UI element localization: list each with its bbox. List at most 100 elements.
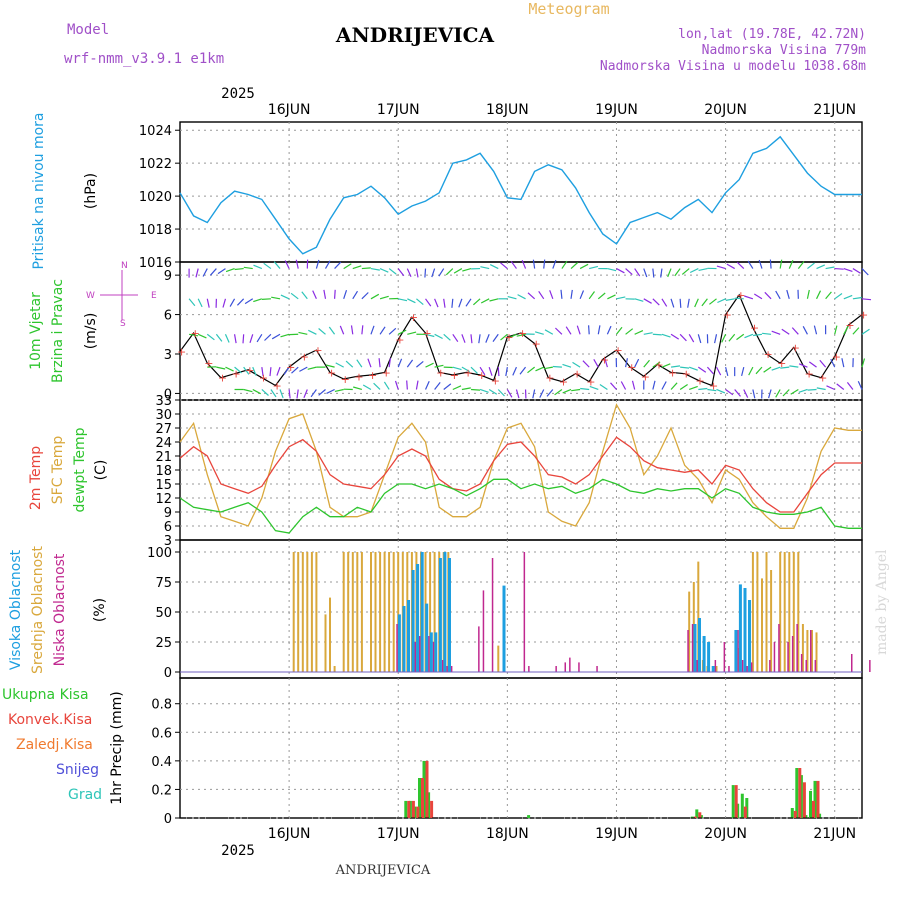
wind-barb-3 — [188, 298, 196, 307]
precip-bar-1-12 — [802, 782, 806, 818]
cloud-bar-2-34 — [800, 654, 803, 672]
cloud-bar-2-26 — [746, 666, 748, 672]
wind-barb-133 — [425, 298, 432, 307]
wind-marker-47: + — [818, 372, 827, 385]
wind-barb-318 — [753, 293, 763, 300]
ytick-label-4-0: 0 — [164, 812, 172, 827]
wind-barb-322 — [762, 332, 772, 335]
wind-marker-12: + — [341, 373, 350, 386]
cloud-bar-1-9 — [342, 552, 345, 672]
wind-barb-137 — [434, 333, 443, 340]
wind-barb-35 — [252, 388, 261, 395]
wind-barb-106 — [378, 358, 381, 368]
wind-barb-180 — [515, 389, 520, 399]
wind-barb-355 — [826, 385, 835, 391]
wind-legend-w: W — [86, 291, 95, 301]
wind-barb-189 — [521, 259, 527, 269]
wind-marker-49: + — [845, 319, 854, 332]
wind-barb-342 — [802, 326, 808, 335]
wind-barb-358 — [834, 293, 843, 300]
cloud-bar-0-17 — [711, 666, 715, 672]
wind-barb-262 — [661, 333, 671, 338]
wind-barb-220 — [580, 387, 590, 391]
wind-barb-201 — [543, 366, 553, 370]
wind-barb-60 — [296, 389, 299, 399]
wind-barb-259 — [652, 268, 655, 278]
wind-marker-14: + — [368, 369, 377, 382]
cloud-bar-2-38 — [851, 654, 853, 672]
wind-barb-187 — [516, 333, 526, 337]
ytick-label-1-3: 9 — [164, 269, 172, 284]
precip-bar-1-1 — [411, 800, 415, 818]
wind-marker-9: + — [300, 351, 309, 364]
wind-barb-100 — [362, 384, 372, 391]
wind-barb-219 — [579, 263, 589, 270]
ytick-label-0-4: 1024 — [139, 124, 172, 139]
precip-unit: 1hr Precip (mm) — [109, 691, 125, 804]
temp-2m-line — [179, 436, 862, 513]
wind-barb-324 — [769, 259, 772, 269]
ytick-label-2-3: 12 — [155, 492, 172, 507]
cloud-bar-2-13 — [555, 666, 557, 672]
wind-barb-1 — [189, 363, 197, 368]
wind-barb-354 — [825, 266, 835, 270]
wind-marker-17: + — [409, 311, 418, 324]
wind-barb-93 — [352, 290, 359, 300]
precip-bar-0-3 — [418, 778, 421, 818]
wind-barb-312 — [744, 333, 754, 339]
wind-barb-157 — [470, 334, 473, 344]
wind-barb-308 — [734, 297, 744, 300]
wind-barb-265 — [670, 382, 678, 390]
wind-barb-239 — [616, 268, 625, 274]
wind-barb-215 — [571, 388, 581, 392]
wind-barb-326 — [771, 366, 781, 371]
ytick-label-4-3: 0.6 — [151, 726, 172, 741]
wind-barb-177 — [500, 333, 508, 341]
cloud-bar-1-19 — [392, 552, 395, 672]
wind-marker-31: + — [600, 353, 609, 366]
wind-barb-176 — [505, 367, 508, 377]
top-day-label-5: 21JUN — [813, 102, 856, 118]
wind-barb-160 — [479, 388, 489, 393]
wind-barb-105 — [373, 382, 381, 390]
wind-barb-142 — [443, 333, 451, 341]
cloud-bar-2-19 — [691, 624, 694, 672]
elevation: Nadmorska Visina 779m — [702, 43, 867, 58]
cloud-bar-1-41 — [756, 552, 759, 672]
wind-barb-344 — [807, 262, 815, 270]
wind-barb-232 — [606, 325, 612, 335]
wind-barb-89 — [343, 263, 352, 270]
wind-barb-186 — [519, 366, 527, 375]
wind-barb-120 — [406, 380, 408, 390]
wind-marker-15: + — [382, 366, 391, 379]
wind-barb-362 — [843, 326, 849, 335]
cloud-bar-1-35 — [697, 561, 700, 672]
wind-ylabel: 10m Vjetar Brzina i Pravac (m/s) N E S W — [28, 261, 157, 383]
wind-barb-83 — [333, 289, 336, 299]
wind-barb-270 — [679, 384, 688, 390]
wind-barb-212 — [565, 326, 572, 335]
wind-speed-line — [179, 293, 863, 387]
cloud-bar-1-6 — [324, 614, 327, 672]
wind-barb-109 — [379, 268, 389, 273]
wind-barb-136 — [434, 364, 444, 368]
wind-marker-24: + — [504, 331, 513, 344]
wind-barb-365 — [846, 382, 854, 390]
wind-barb-313 — [744, 295, 754, 300]
panel-frame-3 — [179, 539, 863, 679]
wind-barb-53 — [271, 296, 281, 300]
wind-barb-286 — [706, 366, 714, 375]
wind-barb-111 — [388, 358, 391, 368]
wind-marker-0: + — [177, 345, 186, 358]
bottom-year-label: 2025 — [221, 843, 255, 859]
ytick-label-0-0: 1016 — [139, 256, 172, 271]
ytick-label-2-2: 9 — [164, 506, 172, 521]
wind-barb-104 — [370, 267, 380, 271]
cloud-bar-1-2 — [301, 552, 304, 672]
wind-barb-228 — [597, 292, 606, 300]
cloud-bar-2-9 — [482, 590, 485, 672]
wind-barb-276 — [689, 366, 698, 371]
model-name: wrf-nmm_v3.9.1 e1km — [64, 51, 224, 67]
wind-barb-306 — [741, 366, 745, 377]
